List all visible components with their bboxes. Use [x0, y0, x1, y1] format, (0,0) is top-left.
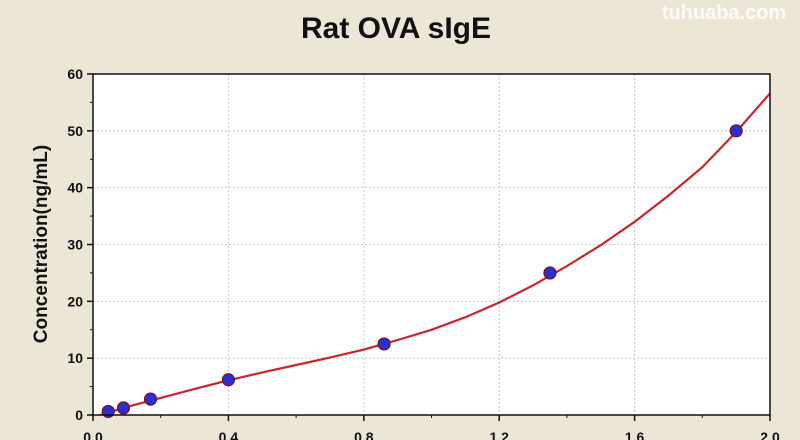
data-point	[377, 337, 391, 351]
x-tick-label: 0.4	[219, 429, 239, 440]
data-point	[116, 401, 131, 415]
y-tick-label: 30	[67, 237, 83, 253]
fit-curve-line	[96, 92, 770, 415]
y-tick-label: 20	[67, 293, 83, 309]
y-tick-label: 10	[67, 350, 83, 366]
data-point	[543, 266, 557, 280]
data-point	[729, 124, 743, 138]
y-tick-label: 60	[67, 66, 83, 82]
chart-title: Rat OVA sIgE	[301, 12, 491, 45]
x-tick-label: 0.0	[83, 429, 103, 440]
ticks-layer: 0.0 0.4 0.8 1.2 1.6 2.0 0 10 20 30 40 50 60	[67, 66, 780, 440]
x-tick-label: 2.0	[760, 429, 780, 440]
fit-curve-layer	[96, 92, 770, 415]
x-tick-label: 1.2	[489, 429, 509, 440]
y-tick-label: 40	[67, 180, 83, 196]
y-axis-label: Concentration(ng/mL)	[31, 145, 52, 343]
x-tick-label: 0.8	[354, 429, 374, 440]
data-point	[221, 373, 235, 387]
y-tick-label: 50	[67, 123, 83, 139]
grid-layer	[93, 74, 770, 415]
data-point	[143, 392, 158, 406]
x-tick-label: 1.6	[625, 429, 645, 440]
watermark-text: tuhuaba.com	[662, 2, 786, 24]
y-tick-label: 0	[75, 407, 83, 423]
